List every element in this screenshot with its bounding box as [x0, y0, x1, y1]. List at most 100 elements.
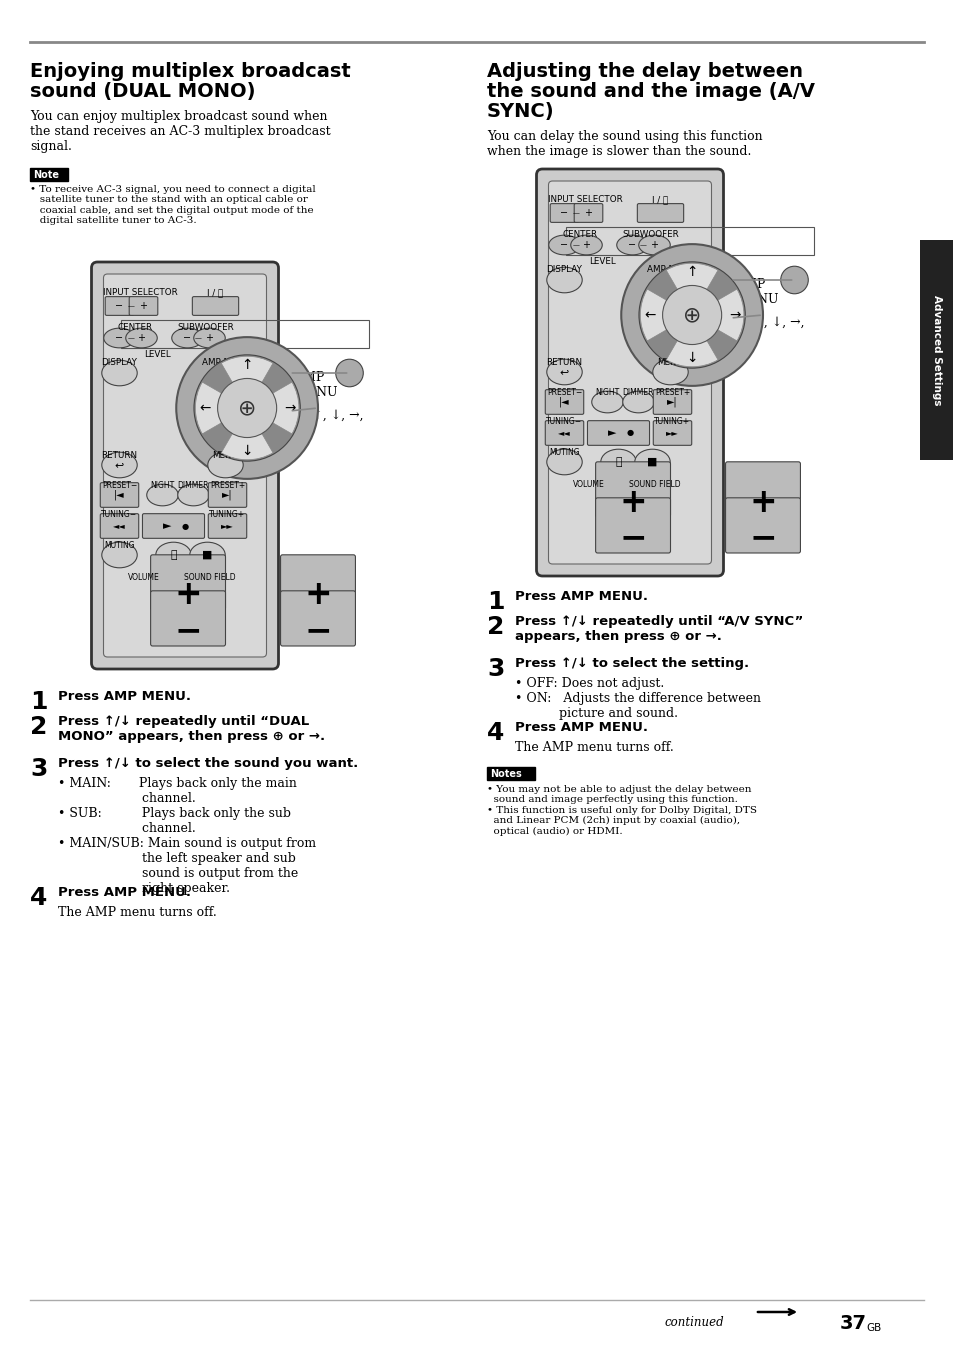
FancyBboxPatch shape — [103, 274, 266, 657]
FancyBboxPatch shape — [587, 420, 649, 445]
FancyBboxPatch shape — [280, 591, 355, 646]
Ellipse shape — [600, 449, 636, 475]
Text: I / ⏻: I / ⏻ — [207, 288, 223, 297]
Ellipse shape — [548, 235, 579, 254]
Bar — [121, 320, 369, 347]
Text: Press ↑/↓ repeatedly until “DUAL
MONO” appears, then press ⊕ or →.: Press ↑/↓ repeatedly until “DUAL MONO” a… — [58, 715, 325, 744]
Text: You can delay the sound using this function
when the image is slower than the so: You can delay the sound using this funct… — [486, 130, 761, 158]
Text: ↓: ↓ — [241, 443, 253, 457]
Ellipse shape — [147, 484, 178, 506]
Text: The AMP menu turns off.: The AMP menu turns off. — [58, 906, 216, 919]
Text: −: − — [115, 301, 124, 311]
Text: ⊕: ⊕ — [294, 425, 307, 439]
Text: +: + — [304, 579, 332, 611]
Text: ◄◄: ◄◄ — [558, 429, 570, 438]
Text: +: + — [618, 485, 646, 519]
Text: −: − — [748, 522, 776, 554]
FancyBboxPatch shape — [637, 204, 683, 222]
Text: VOLUME: VOLUME — [572, 480, 604, 489]
Text: ⊕: ⊕ — [682, 306, 700, 324]
Text: —: — — [194, 335, 202, 341]
Text: • MAIN:       Plays back only the main
                     channel.
• SUB:     : • MAIN: Plays back only the main channel… — [58, 777, 315, 895]
Text: +: + — [748, 485, 776, 519]
Ellipse shape — [622, 391, 654, 412]
Text: ⊕: ⊕ — [237, 397, 256, 418]
Text: DIMMER: DIMMER — [622, 388, 654, 397]
Circle shape — [620, 245, 762, 385]
Text: TUNING+: TUNING+ — [210, 510, 245, 519]
Text: 4: 4 — [486, 721, 504, 745]
Ellipse shape — [102, 542, 137, 568]
Wedge shape — [691, 289, 743, 341]
Text: ■: ■ — [202, 550, 213, 560]
Text: Press AMP MENU.: Press AMP MENU. — [515, 589, 647, 603]
Text: • OFF: Does not adjust.
• ON:   Adjusts the difference between
           pictur: • OFF: Does not adjust. • ON: Adjusts th… — [515, 677, 760, 721]
Text: CENTER: CENTER — [118, 323, 152, 333]
Text: ◄◄: ◄◄ — [113, 522, 126, 530]
Ellipse shape — [172, 329, 203, 347]
Text: VOLUME: VOLUME — [128, 573, 159, 581]
FancyBboxPatch shape — [142, 514, 204, 538]
Text: SOUND FIELD: SOUND FIELD — [628, 480, 679, 489]
Text: ►►: ►► — [221, 522, 233, 530]
FancyBboxPatch shape — [193, 296, 238, 315]
Text: |◄: |◄ — [558, 396, 569, 407]
Text: RETURN: RETURN — [546, 358, 582, 366]
Text: LEVEL: LEVEL — [589, 257, 616, 266]
Ellipse shape — [208, 452, 243, 477]
Text: ►: ► — [163, 521, 172, 531]
Text: −: − — [174, 615, 202, 648]
Text: —: — — [128, 335, 134, 341]
FancyBboxPatch shape — [105, 296, 133, 315]
FancyBboxPatch shape — [151, 591, 225, 646]
Ellipse shape — [591, 391, 622, 412]
Text: • To receive AC-3 signal, you need to connect a digital
   satellite tuner to th: • To receive AC-3 signal, you need to co… — [30, 185, 315, 226]
Text: +: + — [139, 301, 148, 311]
FancyBboxPatch shape — [100, 483, 138, 507]
FancyBboxPatch shape — [91, 262, 278, 669]
FancyBboxPatch shape — [536, 169, 722, 576]
Text: SOUND FIELD: SOUND FIELD — [184, 573, 235, 581]
Text: |◄: |◄ — [114, 489, 125, 500]
Wedge shape — [639, 289, 691, 341]
Text: SUBWOOFER: SUBWOOFER — [621, 230, 679, 239]
Ellipse shape — [634, 449, 670, 475]
Text: The AMP menu turns off.: The AMP menu turns off. — [515, 741, 673, 754]
FancyBboxPatch shape — [208, 483, 247, 507]
Text: Adjusting the delay between: Adjusting the delay between — [486, 62, 802, 81]
FancyBboxPatch shape — [725, 462, 800, 516]
FancyBboxPatch shape — [725, 498, 800, 553]
FancyBboxPatch shape — [280, 554, 355, 610]
Wedge shape — [195, 383, 247, 434]
Ellipse shape — [155, 542, 191, 568]
Text: Press AMP MENU.: Press AMP MENU. — [58, 690, 191, 703]
Text: ■: ■ — [647, 457, 657, 466]
Ellipse shape — [639, 235, 670, 254]
Text: —: — — [573, 210, 579, 216]
Text: ⏸: ⏸ — [615, 457, 621, 466]
Text: You can enjoy multiplex broadcast sound when
the stand receives an AC-3 multiple: You can enjoy multiplex broadcast sound … — [30, 110, 331, 153]
Wedge shape — [665, 315, 718, 366]
Text: −: − — [559, 241, 568, 250]
Text: TUNING+: TUNING+ — [654, 416, 690, 426]
Text: ↓: ↓ — [686, 350, 697, 365]
Text: ←: ← — [199, 402, 210, 415]
FancyBboxPatch shape — [208, 514, 247, 538]
Text: ►: ► — [608, 429, 616, 438]
Text: −: − — [183, 333, 192, 343]
Ellipse shape — [546, 268, 581, 293]
Text: +: + — [582, 241, 590, 250]
Text: TUNING−: TUNING− — [101, 510, 137, 519]
Text: GB: GB — [865, 1324, 881, 1333]
Text: −: − — [304, 615, 332, 648]
Text: →: → — [284, 402, 295, 415]
Text: ►►: ►► — [665, 429, 679, 438]
Bar — [565, 227, 813, 256]
Text: Press AMP MENU.: Press AMP MENU. — [515, 721, 647, 734]
FancyBboxPatch shape — [100, 514, 138, 538]
Text: DISPLAY: DISPLAY — [101, 358, 137, 366]
FancyBboxPatch shape — [574, 204, 602, 222]
Text: MENU: MENU — [657, 358, 682, 366]
Text: MENU: MENU — [213, 452, 238, 460]
Text: +: + — [650, 241, 658, 250]
